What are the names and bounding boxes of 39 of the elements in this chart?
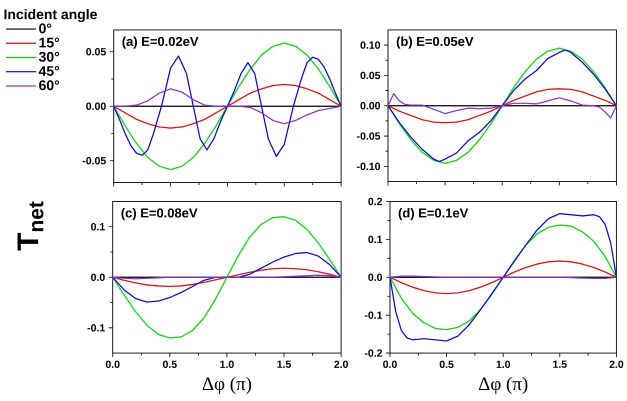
y-tick-label: 0.05 <box>360 72 380 80</box>
legend-title: Incident angle <box>4 9 97 22</box>
legend-label: 45° <box>38 66 60 76</box>
y-tick-label: 0.0 <box>91 274 105 282</box>
y-tick-label: 0.1 <box>368 236 382 244</box>
x-tick-label: 1.0 <box>220 360 234 368</box>
y-tick-label: 0.00 <box>360 102 380 110</box>
y-tick-label: -0.05 <box>357 132 380 140</box>
x-tick-label: 0.5 <box>440 360 454 368</box>
legend-label: 60° <box>39 80 60 90</box>
chart-title: (c) E=0.08eV <box>121 208 198 220</box>
legend-label: 30° <box>38 52 60 62</box>
x-tick-label: 0.0 <box>106 360 120 368</box>
x-tick-label: 2.0 <box>334 360 348 368</box>
x-axis-title: Δφ (π) <box>202 376 252 394</box>
x-tick-label: 1.0 <box>496 360 510 368</box>
y-tick-label: 0.05 <box>86 48 106 56</box>
legend-label: 15° <box>39 38 60 48</box>
chart-title: (d) E=0.1eV <box>398 208 468 220</box>
chart-title: (a) E=0.02eV <box>122 36 198 49</box>
y-tick-label: 0.0 <box>368 274 382 282</box>
y-tick-label: -0.1 <box>88 324 105 332</box>
y-tick-label: 0.10 <box>360 41 380 49</box>
y-axis-title: T$_{net}$ <box>18 201 44 251</box>
y-tick-label: 0.1 <box>91 223 105 230</box>
y-tick-label: -0.10 <box>357 162 380 170</box>
x-axis-title: Δφ (π) <box>478 376 528 394</box>
x-tick-label: 1.5 <box>553 360 567 368</box>
x-tick-label: 1.5 <box>277 360 291 368</box>
y-tick-label: 0.2 <box>368 198 382 206</box>
x-tick-label: 0.0 <box>383 360 397 368</box>
y-tick-label: -0.1 <box>364 311 382 319</box>
y-tick-label: -0.2 <box>364 349 382 357</box>
chart-title: (b) E=0.05eV <box>396 36 474 49</box>
y-tick-label: 0.00 <box>86 102 106 110</box>
y-tick-label: -0.05 <box>82 157 106 164</box>
x-tick-label: 2.0 <box>609 360 624 368</box>
x-tick-label: 0.5 <box>162 360 177 368</box>
legend-label: 0° <box>39 23 52 34</box>
